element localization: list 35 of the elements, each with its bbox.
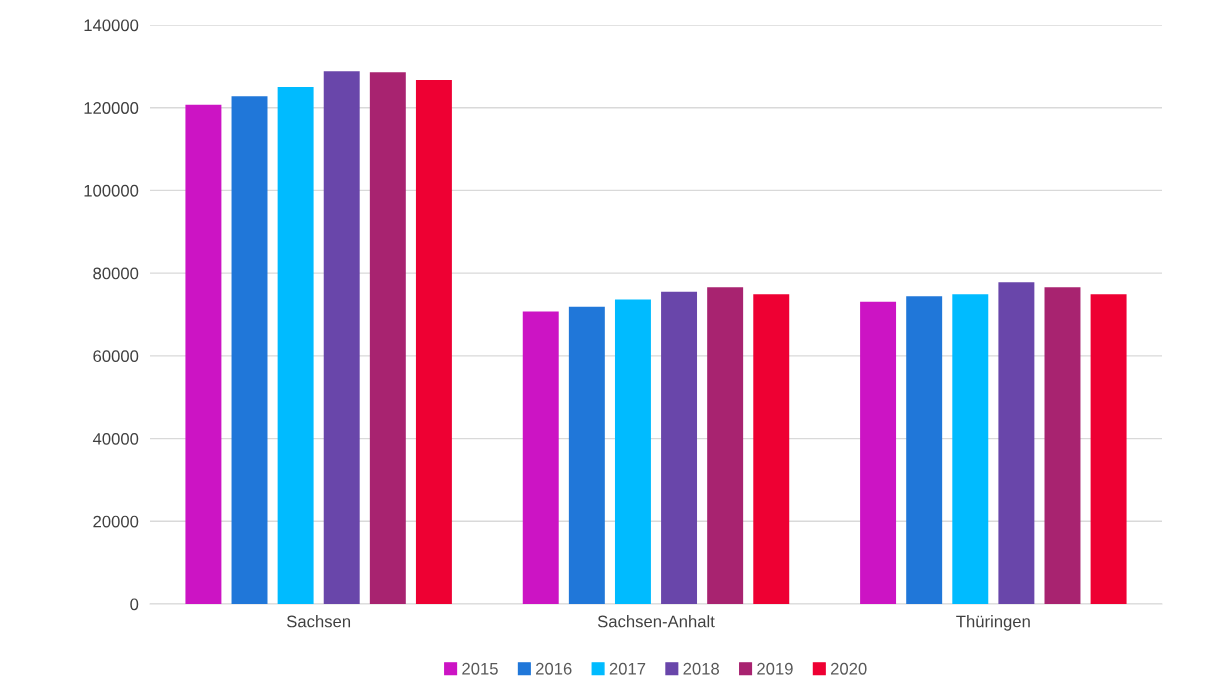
legend-label: 2018 xyxy=(683,662,720,675)
legend-label: 2016 xyxy=(536,662,572,675)
bar xyxy=(1090,294,1127,604)
bar xyxy=(1044,287,1081,604)
bar xyxy=(522,311,559,604)
y-tick-label: 20000 xyxy=(93,515,139,528)
bar xyxy=(998,282,1035,604)
bar xyxy=(568,306,605,604)
y-tick-label: 60000 xyxy=(93,350,139,363)
y-tick-label: 40000 xyxy=(92,432,139,445)
legend-label: 2015 xyxy=(462,662,498,675)
bar xyxy=(860,301,897,604)
x-tick-label: Sachsen-Anhalt xyxy=(597,615,715,628)
bar xyxy=(614,299,651,604)
bar xyxy=(415,80,452,604)
bar xyxy=(906,296,943,604)
bar xyxy=(369,72,406,604)
y-tick-label: 100000 xyxy=(84,184,139,197)
x-tick-label: Thüringen xyxy=(956,615,1030,631)
bar xyxy=(952,294,989,604)
legend-label: 2020 xyxy=(830,662,867,675)
bar xyxy=(707,287,744,604)
bar xyxy=(661,291,698,604)
bar xyxy=(753,294,790,604)
bar xyxy=(231,96,268,604)
x-tick-label: Sachsen xyxy=(287,615,351,628)
legend-label: 2017 xyxy=(609,662,646,675)
y-tick-label: 0 xyxy=(130,598,139,611)
y-tick-label: 80000 xyxy=(93,267,139,280)
bar xyxy=(323,71,360,604)
legend-label: 2019 xyxy=(757,662,793,675)
bar xyxy=(185,104,222,604)
y-tick-label: 120000 xyxy=(84,102,139,114)
y-tick-label: 140000 xyxy=(84,19,139,32)
bar xyxy=(277,87,314,604)
